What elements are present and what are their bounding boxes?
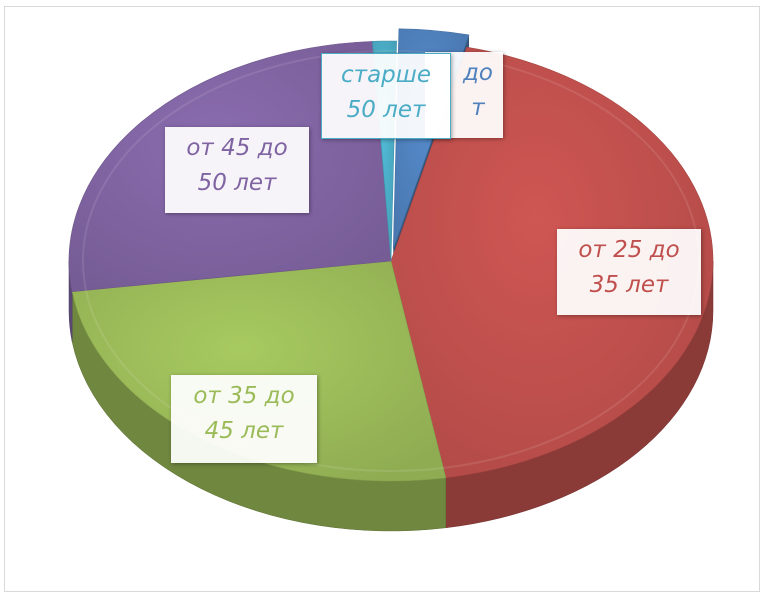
label-line: старше bbox=[341, 62, 431, 88]
label-35-45: от 35 до 45 лет bbox=[171, 375, 317, 463]
label-line: от 35 до bbox=[193, 383, 295, 409]
label-25-35: от 25 до 35 лет bbox=[557, 229, 701, 315]
label-line: т bbox=[471, 95, 485, 121]
label-line: до bbox=[463, 60, 493, 86]
chart-area: до т от 25 до 35 лет от 35 до 45 лет от … bbox=[4, 6, 760, 592]
label-45-50: от 45 до 50 лет bbox=[165, 127, 309, 213]
pie-slice-1 bbox=[390, 46, 714, 479]
label-line: от 45 до bbox=[186, 135, 288, 161]
label-line: 35 лет bbox=[589, 272, 669, 298]
label-line: 50 лет bbox=[346, 97, 426, 123]
label-line: от 25 до bbox=[578, 237, 680, 263]
label-line: 50 лет bbox=[197, 170, 277, 196]
label-line: 45 лет bbox=[204, 418, 284, 444]
label-older-50: старше 50 лет bbox=[321, 53, 451, 139]
